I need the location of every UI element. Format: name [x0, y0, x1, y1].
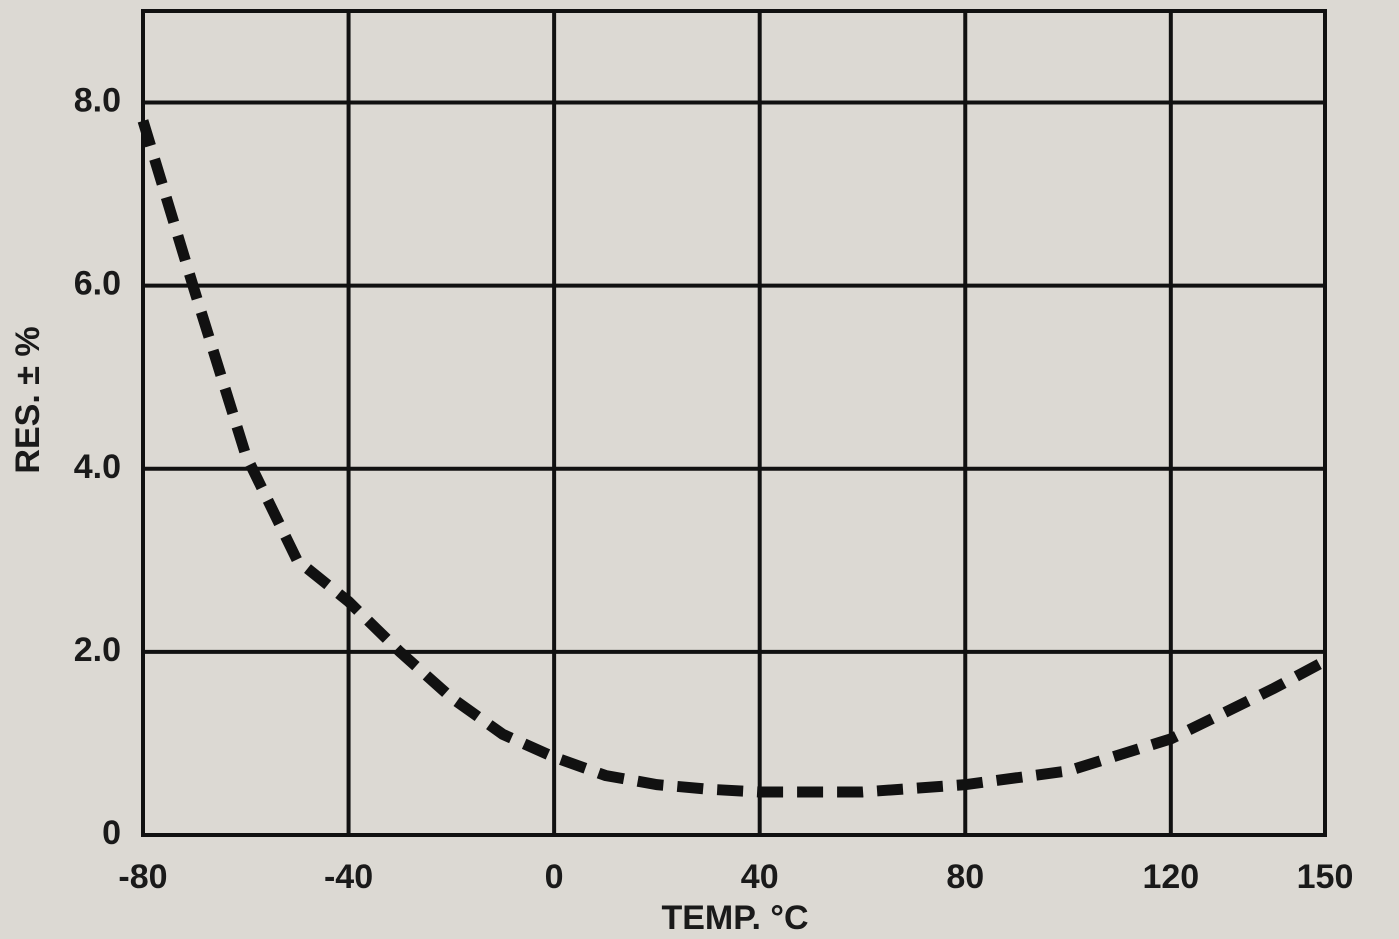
x-tick-label: -40 [324, 858, 373, 896]
x-axis-label: TEMP. °C [661, 899, 808, 937]
x-tick-label: 40 [741, 858, 779, 896]
data-line [137, 119, 1328, 798]
y-axis-label: RES. ± % [9, 326, 47, 473]
x-tick-label: 80 [946, 858, 984, 896]
y-tick-label: 0 [102, 814, 121, 852]
x-tick-label: 150 [1297, 858, 1354, 896]
y-tick-label: 2.0 [74, 631, 121, 669]
y-tick-label: 8.0 [74, 82, 121, 120]
y-tick-label: 4.0 [74, 448, 121, 486]
x-tick-label: 0 [545, 858, 564, 896]
y-tick-label: 6.0 [74, 265, 121, 303]
x-tick-label: -80 [118, 858, 167, 896]
x-tick-label: 120 [1142, 858, 1199, 896]
